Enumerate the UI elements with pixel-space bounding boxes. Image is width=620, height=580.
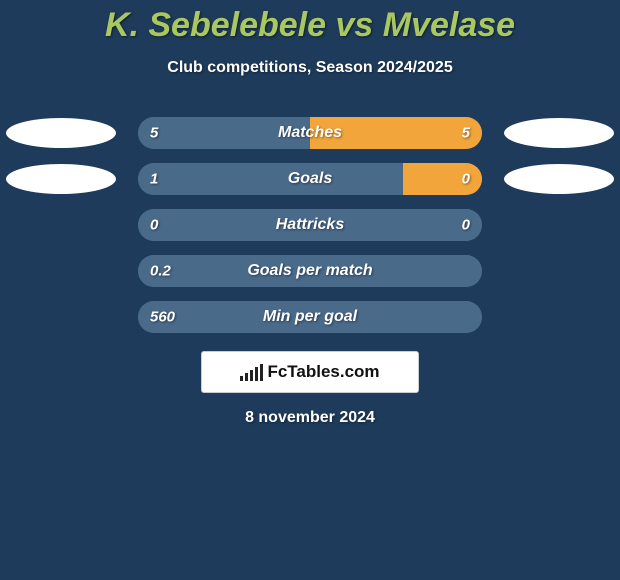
stat-row: Hattricks0 0 xyxy=(0,209,620,241)
page-title: K. Sebelebele vs Mvelase xyxy=(0,0,620,45)
stat-row: Min per goal560 xyxy=(0,301,620,333)
stat-label: Goals xyxy=(138,170,482,188)
player-right-ellipse xyxy=(504,118,614,148)
stat-label: Min per goal xyxy=(138,308,482,326)
stat-value-left: 0.2 xyxy=(150,263,171,280)
logo-bars-icon xyxy=(240,363,263,381)
stat-label: Goals per match xyxy=(138,262,482,280)
stat-bar: Hattricks0 0 xyxy=(138,209,482,241)
page-subtitle: Club competitions, Season 2024/2025 xyxy=(0,59,620,77)
stat-value-right: 5 xyxy=(462,125,470,142)
stat-value-left: 560 xyxy=(150,309,175,326)
stat-bar: Goals1 0 xyxy=(138,163,482,195)
stat-bar: Min per goal560 xyxy=(138,301,482,333)
stat-bar: Matches5 5 xyxy=(138,117,482,149)
stat-row: Goals1 0 xyxy=(0,163,620,195)
page-root: K. Sebelebele vs Mvelase Club competitio… xyxy=(0,0,620,580)
stat-row: Goals per match0.2 xyxy=(0,255,620,287)
stat-value-left: 1 xyxy=(150,171,158,188)
stat-rows: Matches55Goals10Hattricks00Goals per mat… xyxy=(0,117,620,333)
player-left-ellipse xyxy=(6,118,116,148)
player-left-ellipse xyxy=(6,164,116,194)
fctables-logo[interactable]: FcTables.com xyxy=(201,351,419,393)
stat-value-left: 5 xyxy=(150,125,158,142)
stat-row: Matches5 5 xyxy=(0,117,620,149)
footer-date: 8 november 2024 xyxy=(0,409,620,427)
stat-label: Matches xyxy=(138,124,482,142)
stat-value-right: 0 xyxy=(462,217,470,234)
stat-value-right: 0 xyxy=(462,171,470,188)
player-right-ellipse xyxy=(504,164,614,194)
stat-bar: Goals per match0.2 xyxy=(138,255,482,287)
stat-label: Hattricks xyxy=(138,216,482,234)
logo-text: FcTables.com xyxy=(267,362,379,382)
stat-value-left: 0 xyxy=(150,217,158,234)
